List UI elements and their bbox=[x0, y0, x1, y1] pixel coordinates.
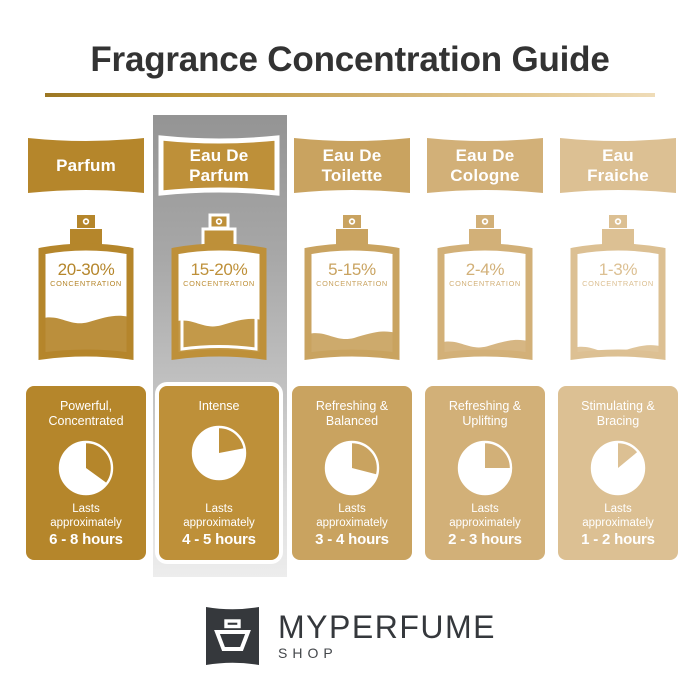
bottle-icon-parfum: 20-30%CONCENTRATION bbox=[38, 215, 134, 361]
duration-eau-de-toilette: 3 - 4 hours bbox=[315, 531, 389, 548]
longevity-pie-parfum bbox=[58, 440, 114, 496]
duration-card-eau-de-toilette[interactable]: Refreshing & Balanced Lasts approximately 3 … bbox=[286, 386, 418, 560]
bottle-icon-eau-fraiche: 1-3%CONCENTRATION bbox=[570, 215, 666, 361]
lasts-label-eau-de-cologne: Lasts approximately bbox=[449, 503, 521, 529]
concentration-value-parfum: 20-30% bbox=[58, 260, 115, 279]
bottle-eau-de-parfum: 15-20% CONCENTRATION bbox=[153, 213, 285, 365]
brand-logo: MYPERFUME SHOP bbox=[0, 600, 700, 672]
concentration-value-eau-de-cologne: 2-4% bbox=[466, 260, 505, 279]
banner-label-eau-de-parfum: Eau De Parfum bbox=[189, 145, 249, 185]
concentration-value-eau-de-toilette: 5-15% bbox=[328, 260, 376, 279]
lasts-label-parfum: Lasts approximately bbox=[50, 503, 122, 529]
longevity-pie-eau-de-parfum bbox=[191, 425, 247, 481]
page-title: Fragrance Concentration Guide bbox=[90, 40, 610, 79]
bottle-icon-eau-de-cologne: 2-4%CONCENTRATION bbox=[437, 215, 533, 361]
perfume-bottle-logo-icon bbox=[206, 607, 260, 665]
banner-eau-de-cologne[interactable]: Eau De Cologne bbox=[419, 133, 551, 198]
descriptor-eau-de-parfum: Intense bbox=[198, 399, 240, 413]
duration-card-eau-fraiche[interactable]: Stimulating & Bracing Lasts approximately 1 … bbox=[552, 386, 684, 560]
bottle-eau-de-cologne: 2-4% CONCENTRATION bbox=[419, 213, 551, 365]
duration-card-parfum[interactable]: Powerful, Concentrated Lasts approximately 6… bbox=[20, 386, 152, 560]
title-divider bbox=[45, 93, 655, 97]
banner-shape-icon bbox=[560, 138, 676, 193]
lasts-label-eau-de-toilette: Lasts approximately bbox=[316, 503, 388, 529]
banner-eau-fraiche[interactable]: Eau Fraiche bbox=[552, 133, 684, 198]
duration-eau-de-cologne: 2 - 3 hours bbox=[448, 531, 522, 548]
column-eau-de-toilette: Eau De Toilette 5-15% CONCENTRATION Refreshi… bbox=[286, 0, 418, 700]
concentration-value-eau-de-parfum: 15-20% bbox=[191, 260, 248, 279]
descriptor-parfum: Powerful, Concentrated bbox=[48, 399, 124, 428]
descriptor-eau-de-toilette: Refreshing & Balanced bbox=[315, 399, 389, 428]
bottle-parfum: 20-30% CONCENTRATION bbox=[20, 213, 152, 365]
concentration-value-eau-fraiche: 1-3% bbox=[599, 260, 638, 279]
descriptor-eau-fraiche: Stimulating & Bracing bbox=[581, 399, 655, 428]
brand-name: MYPERFUME bbox=[278, 609, 496, 645]
banner-shape-icon bbox=[294, 138, 410, 193]
descriptor-eau-de-cologne: Refreshing & Uplifting bbox=[448, 399, 522, 428]
duration-eau-fraiche: 1 - 2 hours bbox=[581, 531, 655, 548]
duration-card-eau-de-parfum[interactable]: Intense Lasts approximately 4 - 5 hours bbox=[153, 386, 285, 560]
longevity-pie-eau-de-cologne bbox=[457, 440, 513, 496]
bottle-eau-de-toilette: 5-15% CONCENTRATION bbox=[286, 213, 418, 365]
concentration-caption-eau-de-parfum: CONCENTRATION bbox=[183, 279, 255, 288]
column-eau-de-parfum: Eau De Parfum 15-20% CONCENTRATION Intense La… bbox=[153, 0, 285, 700]
concentration-caption-eau-de-cologne: CONCENTRATION bbox=[449, 279, 521, 288]
banner-label-eau-de-cologne: Eau De Cologne bbox=[450, 145, 520, 185]
lasts-label-eau-de-parfum: Lasts approximately bbox=[183, 503, 255, 529]
banner-label-eau-fraiche: Eau Fraiche bbox=[587, 145, 649, 185]
bottle-icon-eau-de-toilette: 5-15%CONCENTRATION bbox=[304, 215, 400, 361]
banner-shape-icon bbox=[28, 138, 144, 193]
column-parfum: Parfum 20-30% CONCENTRATION Powerful, Concen… bbox=[20, 0, 152, 700]
banner-parfum[interactable]: Parfum bbox=[20, 133, 152, 198]
longevity-pie-eau-fraiche bbox=[590, 440, 646, 496]
concentration-caption-parfum: CONCENTRATION bbox=[50, 279, 122, 288]
banner-eau-de-toilette[interactable]: Eau De Toilette bbox=[286, 133, 418, 198]
banner-label-parfum: Parfum bbox=[56, 155, 116, 175]
bottle-icon-eau-de-parfum: 15-20%CONCENTRATION bbox=[171, 213, 267, 361]
brand-subtitle: SHOP bbox=[278, 645, 338, 661]
duration-eau-de-parfum: 4 - 5 hours bbox=[182, 531, 256, 548]
brand-wordmark: MYPERFUME SHOP bbox=[278, 610, 496, 662]
column-eau-fraiche: Eau Fraiche 1-3% CONCENTRATION Stimulating &… bbox=[552, 0, 684, 700]
bottle-eau-fraiche: 1-3% CONCENTRATION bbox=[552, 213, 684, 365]
duration-card-eau-de-cologne[interactable]: Refreshing & Uplifting Lasts approximately 2… bbox=[419, 386, 551, 560]
banner-eau-de-parfum[interactable]: Eau De Parfum bbox=[153, 133, 285, 198]
longevity-pie-eau-de-toilette bbox=[324, 440, 380, 496]
duration-parfum: 6 - 8 hours bbox=[49, 531, 123, 548]
banner-shape-icon bbox=[427, 138, 543, 193]
banner-label-eau-de-toilette: Eau De Toilette bbox=[321, 145, 383, 185]
concentration-caption-eau-fraiche: CONCENTRATION bbox=[582, 279, 654, 288]
lasts-label-eau-fraiche: Lasts approximately bbox=[582, 503, 654, 529]
column-eau-de-cologne: Eau De Cologne 2-4% CONCENTRATION Refreshing… bbox=[419, 0, 551, 700]
banner-shape-icon bbox=[158, 135, 280, 196]
concentration-caption-eau-de-toilette: CONCENTRATION bbox=[316, 279, 388, 288]
